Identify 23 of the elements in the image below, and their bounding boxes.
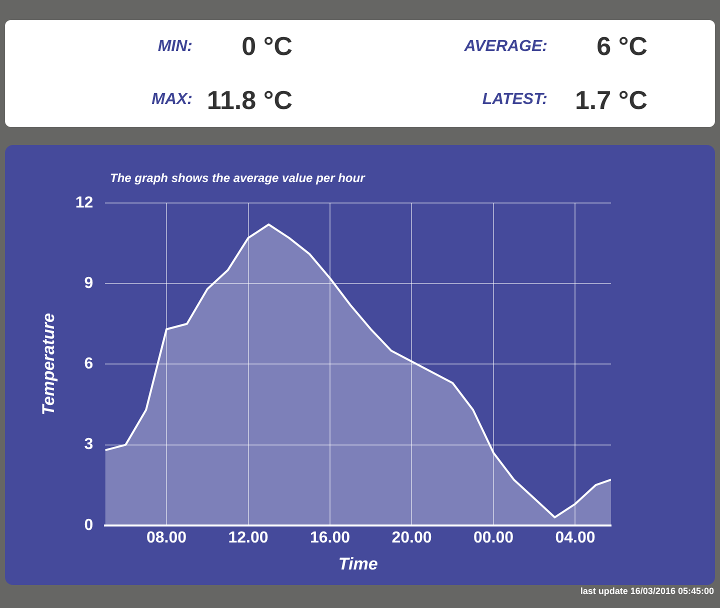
x-axis-title: Time: [338, 554, 378, 574]
x-tick-label: 16.00: [310, 529, 350, 546]
x-tick-label: 00.00: [473, 529, 514, 546]
text: AVERAGE:: [463, 38, 548, 56]
text: MAX:: [150, 91, 192, 110]
text: 1.7 °C: [574, 84, 648, 116]
x-tick-label: 04.00: [555, 529, 596, 546]
x-tick-label: 08.00: [146, 529, 187, 546]
y-tick-label: 0: [84, 516, 94, 534]
text: 6 °C: [596, 31, 648, 62]
x-tick-label: 20.00: [392, 529, 432, 546]
chart-subtitle: The graph shows the average value per hour: [110, 171, 365, 185]
text: LATEST:: [481, 91, 548, 110]
text: 0 °C: [240, 31, 292, 62]
y-tick-label: 3: [84, 436, 94, 454]
y-axis-title: Temperature: [38, 313, 58, 416]
y-tick-label: 12: [75, 194, 94, 212]
text: MIN:: [156, 38, 192, 56]
text: last update 16/03/2016 05:45:00: [580, 586, 714, 596]
x-tick-label: 12.00: [228, 529, 268, 546]
y-tick-label: 9: [84, 275, 94, 292]
text: 11.8 °C: [206, 84, 292, 116]
y-tick-label: 6: [84, 356, 94, 373]
